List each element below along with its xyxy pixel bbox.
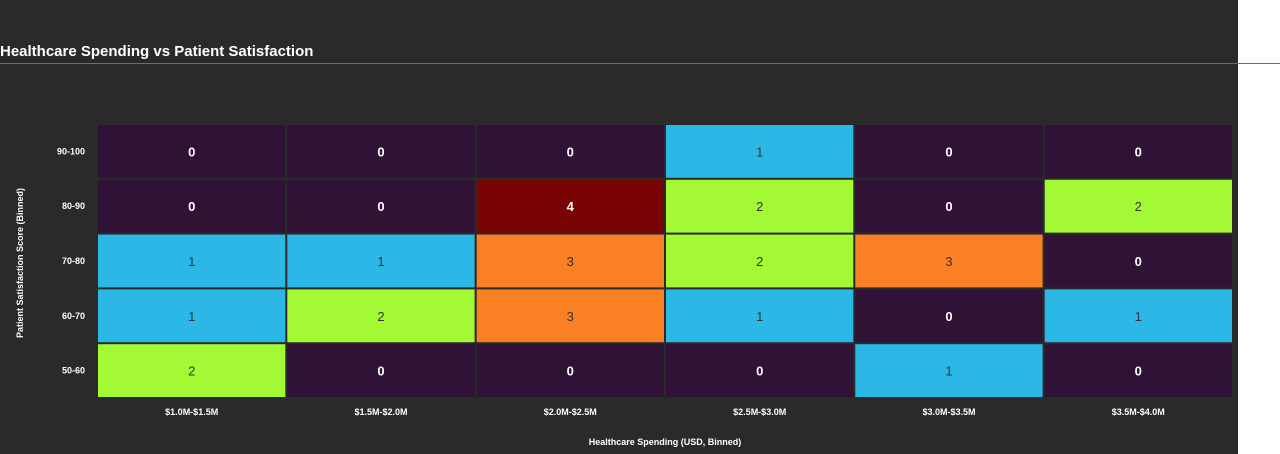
cell-value-label: 0: [756, 364, 763, 379]
cell-value-label: 1: [188, 309, 195, 324]
cell-value-label: 0: [945, 199, 952, 214]
heatmap-cell: [855, 125, 1043, 178]
heatmap-cell: [855, 289, 1043, 343]
heatmap-cells: 0 0 0 1 0 0 0 0 4 2 0 2 1 1 3 2 3 0 1 2 3 1 0 1 2 0 0 0 1 0: [98, 125, 1232, 397]
heatmap-cell: [287, 344, 475, 397]
cell-value-label: 0: [567, 144, 574, 159]
heatmap-cell: [1044, 344, 1232, 397]
y-axis-ticks: 90-100 80-90 70-80 60-70 50-60: [57, 146, 85, 375]
cell-value-label: 0: [945, 144, 952, 159]
cell-value-label: 0: [188, 199, 195, 214]
cell-value-label: 2: [756, 199, 763, 214]
chart-title: Healthcare Spending vs Patient Satisfact…: [0, 43, 314, 60]
cell-value-label: 3: [945, 254, 952, 269]
heatmap-cell: [287, 289, 475, 343]
heatmap-cell: [666, 344, 854, 397]
heatmap-cell: [287, 125, 475, 178]
cell-value-label: 1: [756, 309, 763, 324]
heatmap-cell: [476, 234, 664, 288]
cell-value-label: 0: [377, 199, 384, 214]
cell-value-label: 0: [1135, 364, 1142, 379]
cell-value-label: 1: [188, 254, 195, 269]
cell-value-label: 2: [188, 364, 195, 379]
heatmap-cell: [98, 234, 286, 288]
y-axis-label: Patient Satisfaction Score (Binned): [15, 188, 25, 338]
heatmap-cell: [287, 234, 475, 288]
cell-value-label: 1: [756, 144, 763, 159]
cell-value-label: 0: [377, 144, 384, 159]
y-tick-label: 90-100: [57, 146, 85, 156]
y-tick-label: 70-80: [62, 256, 85, 266]
y-tick-label: 50-60: [62, 366, 85, 376]
x-tick-label: $2.5M-$3.0M: [733, 407, 786, 417]
y-tick-label: 60-70: [62, 311, 85, 321]
cell-value-label: 2: [756, 254, 763, 269]
cell-value-label: 3: [567, 254, 574, 269]
heatmap-cell: [476, 179, 664, 233]
cell-value-label: 2: [377, 309, 384, 324]
heatmap-cell: [1044, 125, 1232, 178]
x-tick-label: $1.0M-$1.5M: [165, 407, 218, 417]
cell-value-label: 0: [567, 364, 574, 379]
x-tick-label: $1.5M-$2.0M: [354, 407, 407, 417]
cell-value-label: 1: [945, 364, 952, 379]
x-tick-label: $3.5M-$4.0M: [1112, 407, 1165, 417]
heatmap-cell: [98, 125, 286, 178]
heatmap-cell: [1044, 179, 1232, 233]
heatmap-chart: 0 0 0 1 0 0 0 0 4 2 0 2 1 1 3 2 3 0 1 2 3 1 0 1 2 0 0 0 1 0 90-100 80-…: [15, 125, 1232, 447]
x-axis-label: Healthcare Spending (USD, Binned): [589, 437, 742, 447]
cell-value-label: 0: [945, 309, 952, 324]
cell-value-label: 4: [567, 199, 575, 214]
cell-value-label: 0: [188, 144, 195, 159]
heatmap-cell: [1044, 234, 1232, 288]
heatmap-cell: [855, 344, 1043, 397]
heatmap-cell: [855, 179, 1043, 233]
cell-value-label: 0: [377, 364, 384, 379]
heatmap-cell: [476, 289, 664, 343]
heatmap-cell: [287, 179, 475, 233]
heatmap-cell: [666, 289, 854, 343]
title-divider: [0, 63, 1280, 64]
heatmap-cell: [98, 179, 286, 233]
y-tick-label: 80-90: [62, 201, 85, 211]
x-tick-label: $3.0M-$3.5M: [922, 407, 975, 417]
heatmap-cell: [666, 179, 854, 233]
heatmap-cell: [1044, 289, 1232, 343]
heatmap-cell: [98, 289, 286, 343]
cell-value-label: 3: [567, 309, 574, 324]
heatmap-cell: [855, 234, 1043, 288]
cell-value-label: 1: [1135, 309, 1142, 324]
cell-value-label: 2: [1135, 199, 1142, 214]
heatmap-cell: [476, 344, 664, 397]
heatmap-cell: [476, 125, 664, 178]
x-axis-ticks: $1.0M-$1.5M $1.5M-$2.0M $2.0M-$2.5M $2.5M-$…: [165, 407, 1165, 417]
cell-value-label: 0: [1135, 144, 1142, 159]
heatmap-cell: [666, 125, 854, 178]
heatmap-cell: [666, 234, 854, 288]
cell-value-label: 1: [377, 254, 384, 269]
x-tick-label: $2.0M-$2.5M: [544, 407, 597, 417]
cell-value-label: 0: [1135, 254, 1142, 269]
heatmap-cell: [98, 344, 286, 397]
